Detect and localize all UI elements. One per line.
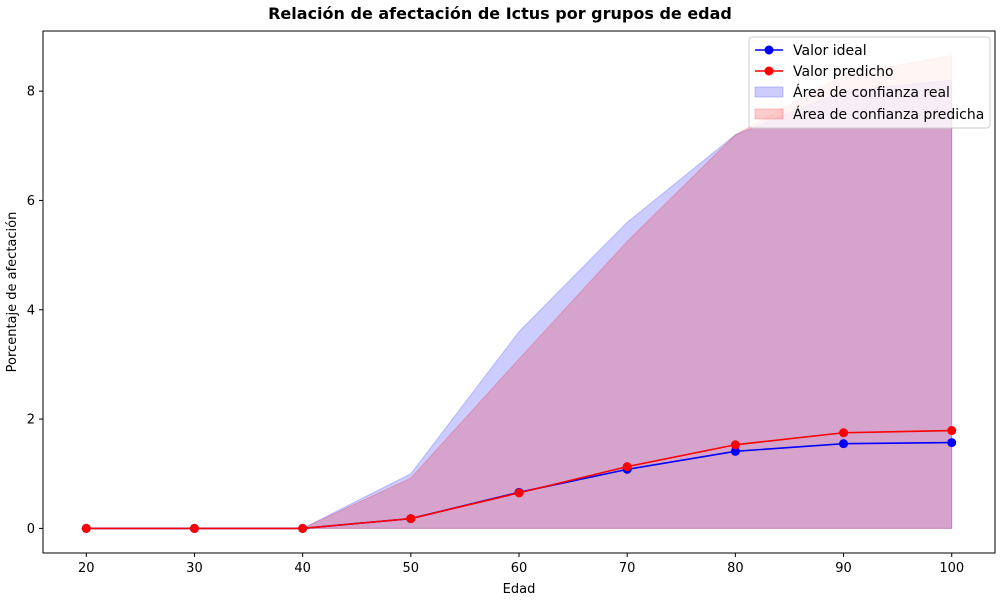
x-tick-label: 40 — [294, 561, 311, 576]
data-point-s2-70 — [622, 462, 632, 472]
legend-marker-2 — [764, 66, 774, 76]
data-point-s2-80 — [730, 440, 740, 450]
legend-marker-1 — [764, 45, 774, 55]
x-axis: 20 30 40 50 60 70 80 90 100 — [78, 553, 964, 576]
y-axis: 0 2 4 6 8 — [27, 85, 43, 537]
data-point-s2-40 — [298, 523, 308, 533]
x-tick-label: 60 — [511, 561, 528, 576]
x-tick-label: 100 — [939, 561, 964, 576]
y-axis-label: Porcentaje de afectación — [5, 212, 20, 373]
x-tick-label: 70 — [619, 561, 636, 576]
data-point-s2-50 — [406, 514, 416, 524]
y-tick-label: 2 — [27, 413, 35, 428]
data-point-s2-90 — [839, 428, 849, 438]
data-point-s1-90 — [839, 439, 849, 449]
x-tick-label: 20 — [78, 561, 95, 576]
data-point-s2-60 — [514, 488, 524, 498]
legend: Valor ideal Valor predicho Área de confian… — [748, 36, 991, 129]
legend-label-band-1: Área de confianza real — [793, 84, 950, 101]
x-tick-label: 80 — [727, 561, 744, 576]
y-tick-label: 6 — [27, 194, 35, 209]
chart-title: Relación de afectación de Ictus por grup… — [268, 4, 732, 23]
data-point-s2-20 — [81, 523, 91, 533]
confidence-band-2 — [86, 55, 953, 529]
x-tick-label: 50 — [403, 561, 420, 576]
legend-label-2: Valor predicho — [793, 64, 894, 80]
y-tick-label: 4 — [27, 303, 35, 318]
x-tick-label: 30 — [186, 561, 203, 576]
legend-swatch-band-2 — [754, 108, 784, 120]
confidence-band-1 — [86, 79, 953, 529]
data-point-s1-100 — [947, 438, 957, 448]
data-point-s2-100 — [947, 426, 957, 436]
legend-label-1: Valor ideal — [793, 43, 867, 59]
y-tick-label: 8 — [27, 85, 35, 100]
y-tick-label: 0 — [27, 522, 35, 537]
x-tick-label: 90 — [835, 561, 852, 576]
data-point-s1-80 — [730, 446, 740, 456]
data-point-s2-30 — [189, 523, 199, 533]
legend-swatch-band-1 — [754, 86, 784, 98]
x-axis-label: Edad — [503, 582, 536, 597]
legend-label-band-2: Área de confianza predicha — [793, 106, 984, 123]
legend-box — [748, 36, 991, 129]
